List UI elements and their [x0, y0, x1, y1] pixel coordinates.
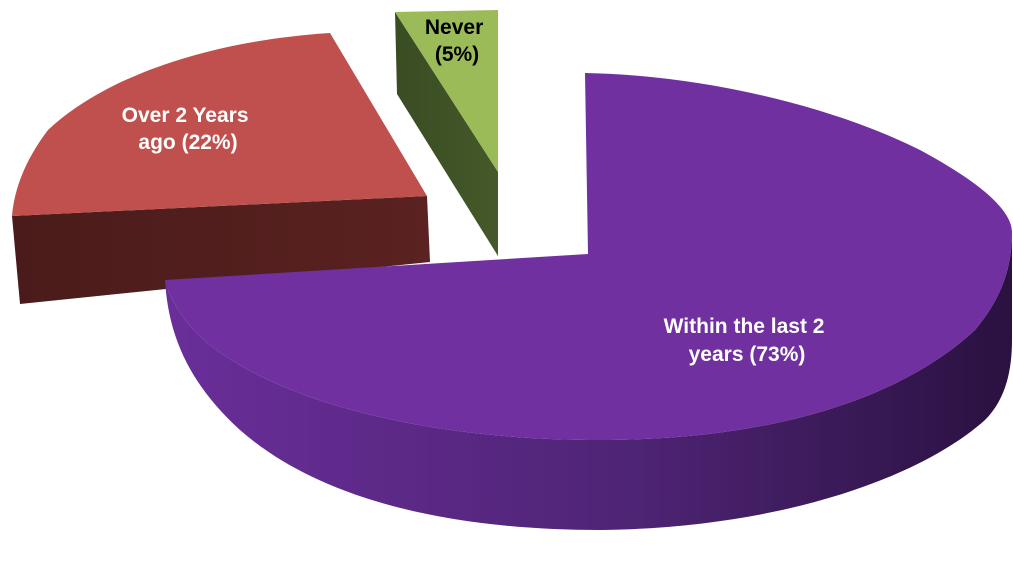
slice-never: [395, 10, 498, 256]
label-over-2-years: Over 2 Years ago (22%): [122, 104, 255, 154]
slice-over-side: [12, 196, 430, 304]
slice-never-side: [395, 12, 498, 256]
slice-within-side: [165, 232, 1012, 530]
slice-within-last-2-years: [165, 73, 1012, 530]
slice-never-top: [395, 10, 498, 172]
label-within-last-2-years: Within the last 2 years (73%): [664, 315, 831, 366]
label-never: Never (5%): [425, 16, 489, 66]
slice-within-top: [165, 73, 1012, 440]
slice-over-2-years: [12, 33, 430, 304]
slice-over-top: [12, 33, 427, 216]
